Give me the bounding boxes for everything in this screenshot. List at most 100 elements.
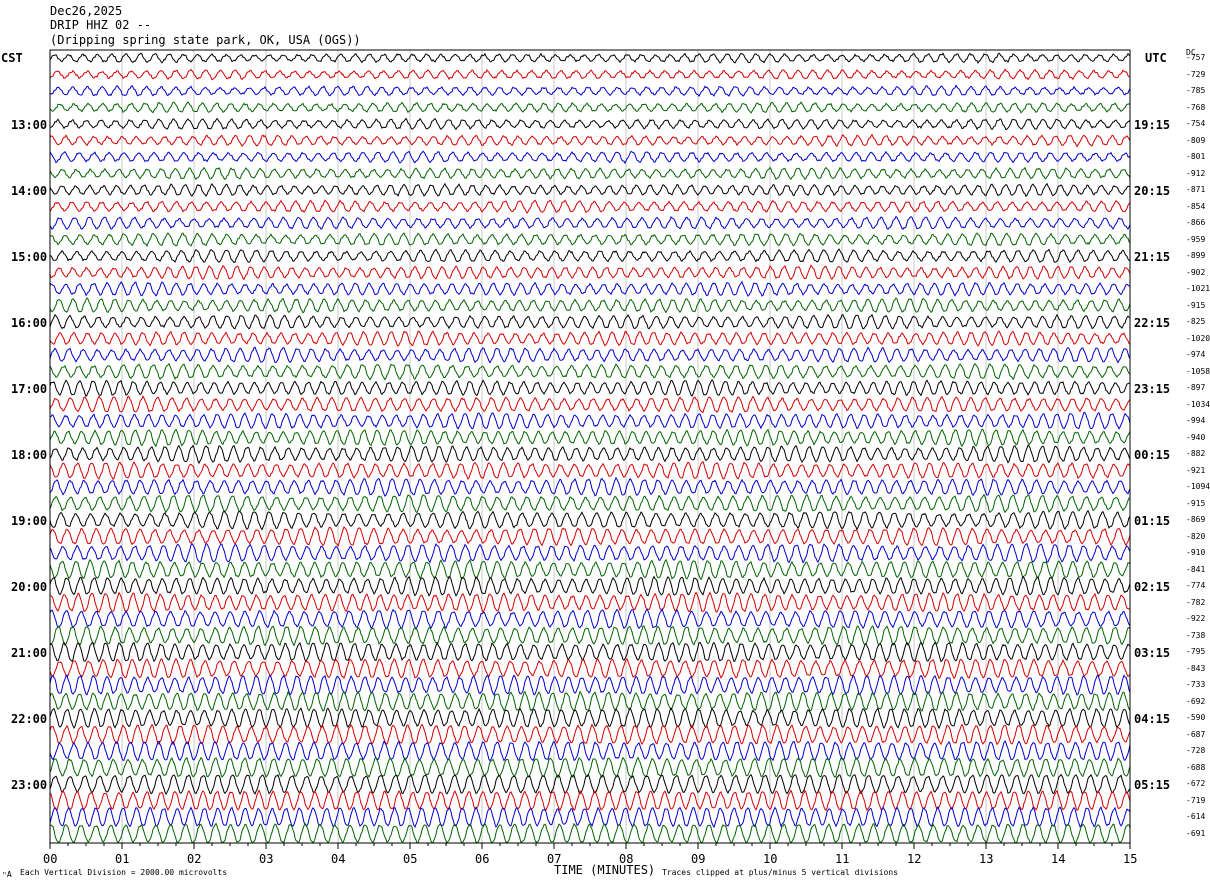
- trace-line-24: [49, 428, 1131, 448]
- trace-line-19: [49, 346, 1131, 364]
- dc-offset-label: -590: [1186, 713, 1206, 722]
- dc-offset-label: -729: [1186, 69, 1206, 79]
- trace-line-21: [49, 379, 1131, 398]
- trace-line-14: [49, 264, 1131, 281]
- trace-line-15: [49, 280, 1131, 297]
- dc-offset-label: -757: [1186, 53, 1206, 62]
- dc-offset-label: -1021: [1186, 284, 1210, 293]
- left-hour-label: 17:00: [11, 382, 48, 396]
- dc-offset-label: -820: [1186, 531, 1206, 541]
- trace-line-12: [49, 232, 1131, 247]
- right-hour-label: 04:15: [1134, 712, 1171, 726]
- x-tick-label-02: 02: [187, 852, 202, 866]
- trace-line-38: [49, 658, 1131, 680]
- right-hour-label: 05:15: [1134, 778, 1171, 792]
- x-tick-label-06: 06: [475, 852, 490, 866]
- trace-line-4: [49, 101, 1131, 114]
- trace-line-18: [49, 330, 1131, 347]
- station-code: DRIP HHZ 02 --: [50, 18, 152, 32]
- left-hour-label: 23:00: [11, 778, 48, 792]
- trace-line-20: [49, 362, 1131, 381]
- dc-offset-label: -688: [1186, 762, 1206, 772]
- left-hour-label: 16:00: [11, 316, 48, 330]
- trace-line-43: [49, 740, 1131, 763]
- right-hour-label: 01:15: [1134, 514, 1171, 528]
- right-hour-label: 02:15: [1134, 580, 1171, 594]
- x-tick-label-13: 13: [979, 852, 994, 866]
- corner-mark: ⁿA: [2, 870, 12, 879]
- dc-offset-label: -959: [1186, 234, 1206, 244]
- trace-line-30: [49, 526, 1131, 548]
- trace-line-5: [49, 117, 1131, 131]
- trace-line-44: [49, 756, 1131, 779]
- dc-offset-label: -902: [1186, 267, 1206, 277]
- dc-offset-label: -994: [1186, 416, 1206, 425]
- x-tick-label-12: 12: [907, 852, 922, 866]
- left-hour-label: 15:00: [11, 250, 48, 264]
- trace-line-31: [49, 542, 1131, 564]
- dc-offset-label: -912: [1186, 168, 1206, 178]
- x-axis-ticks: [49, 843, 1131, 849]
- trace-line-45: [49, 773, 1131, 796]
- dc-offset-label: -1094: [1186, 482, 1210, 491]
- x-tick-label-10: 10: [763, 852, 778, 866]
- dc-offset-label: -1058: [1186, 366, 1210, 376]
- dc-offset-label: -866: [1186, 218, 1206, 227]
- x-tick-label-00: 00: [43, 852, 58, 866]
- trace-line-40: [49, 690, 1131, 713]
- right-hour-label: 20:15: [1134, 184, 1171, 198]
- trace-line-17: [49, 313, 1131, 330]
- trace-line-13: [49, 248, 1131, 264]
- dc-offset-label: -738: [1186, 630, 1206, 640]
- dc-offset-label: -614: [1186, 812, 1206, 821]
- dc-offset-label: -871: [1186, 185, 1206, 194]
- trace-line-27: [49, 476, 1131, 497]
- trace-line-3: [49, 84, 1131, 98]
- trace-line-16: [49, 297, 1131, 314]
- trace-line-23: [49, 411, 1131, 430]
- dc-offset-label: -915: [1186, 498, 1206, 508]
- trace-line-7: [49, 150, 1131, 165]
- dc-offset-label: -882: [1186, 449, 1206, 458]
- trace-line-1: [49, 52, 1131, 65]
- dc-offset-label: -910: [1186, 548, 1206, 557]
- trace-line-22: [49, 395, 1131, 414]
- x-tick-label-08: 08: [619, 852, 634, 866]
- dc-offset-label: -854: [1186, 201, 1206, 211]
- left-hour-label: 20:00: [11, 580, 48, 594]
- dc-offset-label: -801: [1186, 152, 1206, 161]
- dc-offset-label: -825: [1186, 317, 1206, 326]
- x-tick-label-04: 04: [331, 852, 346, 866]
- left-hour-label: 13:00: [11, 118, 48, 132]
- dc-offset-label: -869: [1186, 515, 1206, 524]
- left-hour-label: 18:00: [11, 448, 48, 462]
- plot-date: Dec26,2025: [50, 4, 123, 18]
- x-tick-label-11: 11: [835, 852, 850, 866]
- right-timezone-label: UTC: [1145, 51, 1167, 65]
- dc-offset-label: -843: [1186, 663, 1206, 673]
- trace-line-32: [49, 558, 1131, 581]
- dc-offset-label: -672: [1186, 779, 1206, 788]
- left-timezone-label: CST: [1, 51, 23, 65]
- right-hour-label: 19:15: [1134, 118, 1171, 132]
- dc-offset-label: -841: [1186, 564, 1206, 574]
- station-location: (Dripping spring state park, OK, USA (OG…: [50, 33, 361, 47]
- trace-line-36: [49, 625, 1131, 647]
- trace-line-48: [49, 822, 1131, 845]
- trace-line-6: [49, 133, 1131, 148]
- left-hour-label: 19:00: [11, 514, 48, 528]
- right-hour-label: 00:15: [1134, 448, 1171, 462]
- dc-offset-label: -785: [1186, 86, 1206, 95]
- dc-offset-label: -687: [1186, 729, 1206, 739]
- dc-offset-label: -922: [1186, 614, 1206, 623]
- trace-line-25: [49, 444, 1131, 465]
- dc-offset-label: -1020: [1186, 333, 1210, 343]
- dc-offset-label: -897: [1186, 383, 1206, 392]
- dc-offset-label: -768: [1186, 102, 1206, 112]
- seismic-traces: [49, 52, 1131, 845]
- dc-offset-label: -728: [1186, 746, 1206, 755]
- dc-offset-label: -782: [1186, 597, 1206, 607]
- trace-line-47: [49, 806, 1131, 829]
- x-tick-label-01: 01: [115, 852, 130, 866]
- dc-offset-label: -940: [1186, 432, 1206, 442]
